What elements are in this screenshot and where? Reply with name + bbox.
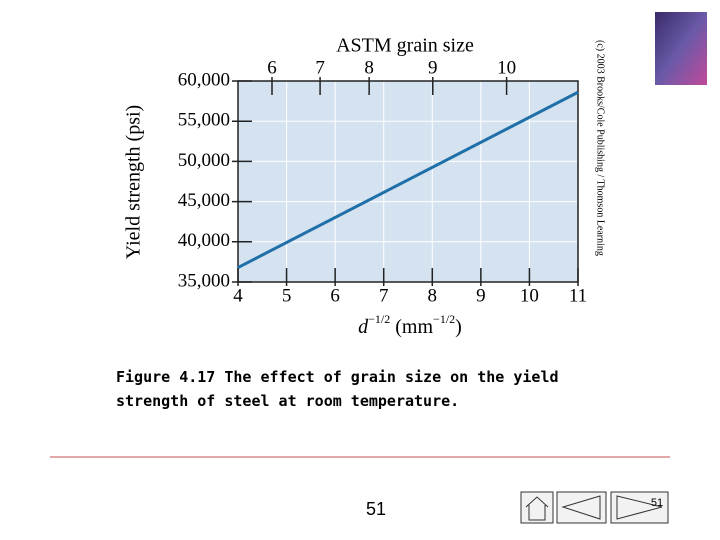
x-tick-label: 10 — [520, 285, 539, 306]
y-axis-label: Yield strength (psi) — [123, 105, 145, 259]
plot-frame — [237, 80, 579, 283]
x-tick-label: 4 — [233, 285, 243, 306]
x-tick-label: 9 — [476, 285, 486, 306]
y-tick-label: 35,000 — [178, 270, 230, 291]
y-tick-label: 45,000 — [178, 190, 230, 211]
x-tick-label: 7 — [379, 285, 389, 306]
x-tick-label: 8 — [428, 285, 438, 306]
top-axis-title: ASTM grain size — [336, 35, 474, 57]
copyright: (c) 2003 Brooks/Cole Publishing / Thomso… — [595, 40, 606, 256]
y-tick-label: 60,000 — [178, 69, 230, 90]
book-cover — [655, 12, 707, 85]
y-tick-label: 55,000 — [178, 110, 230, 131]
x-tick-label: 6 — [330, 285, 340, 306]
x-tick-label: 5 — [282, 285, 292, 306]
home-button[interactable] — [520, 491, 554, 524]
caption-line: Figure 4.17 The effect of grain size on … — [116, 368, 559, 386]
x2-tick-label: 8 — [364, 57, 374, 78]
forward-button[interactable] — [610, 491, 669, 524]
x2-tick-label: 10 — [497, 57, 516, 78]
y-tick-label: 40,000 — [178, 230, 230, 251]
x2-tick-label: 9 — [428, 57, 438, 78]
x2-tick-label: 7 — [315, 57, 325, 78]
page-number-small: 51 — [651, 497, 663, 509]
x-axis-label: d−1/2 (mm−1/2) — [358, 312, 462, 338]
page-number: 51 — [366, 499, 386, 519]
x-tick-label: 11 — [569, 285, 587, 306]
data-line — [237, 90, 579, 269]
x2-tick-label: 6 — [267, 57, 277, 78]
y-tick-label: 50,000 — [178, 150, 230, 171]
caption-line: strength of steel at room temperature. — [116, 392, 459, 410]
back-button[interactable] — [556, 491, 607, 524]
